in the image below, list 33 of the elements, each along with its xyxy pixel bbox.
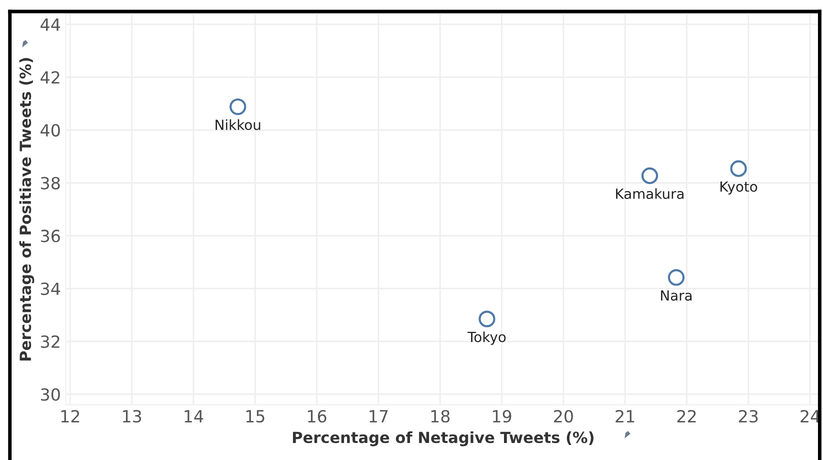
y-tick-label: 40 xyxy=(40,124,60,137)
x-tick-label: 19 xyxy=(492,410,512,423)
y-tick-label: 42 xyxy=(40,71,60,84)
x-tick-label: 14 xyxy=(184,410,204,422)
y-tick-label: 32 xyxy=(41,335,60,348)
x-tick-label: 20 xyxy=(554,410,573,423)
x-tick-label: 13 xyxy=(123,410,142,423)
x-tick-label: 24 xyxy=(800,410,820,422)
annotation: Nara xyxy=(661,290,692,301)
y-tick-label: 44 xyxy=(40,18,60,31)
annotation: Kyoto xyxy=(720,182,758,195)
y-tick-label: 36 xyxy=(41,230,60,242)
x-tick-label: 23 xyxy=(739,410,758,423)
x-tick-label: 15 xyxy=(246,410,264,423)
x-tick-label: 12 xyxy=(61,410,80,422)
point xyxy=(668,269,685,286)
x-axis-title: Percentage of Netagive Tweets (%) xyxy=(292,431,594,446)
point xyxy=(478,310,496,328)
y-tick-label: 30 xyxy=(41,388,60,401)
y-axis-title: Percentage of Positiave Tweets (%) xyxy=(19,58,34,360)
x-tick-label: 17 xyxy=(370,410,388,422)
x-tick-label: 18 xyxy=(431,410,450,423)
annotation: Nikkou xyxy=(216,119,260,130)
y-tick-label: 34 xyxy=(41,282,60,296)
x-tick-label: 16 xyxy=(308,410,326,423)
x-tick-label: 21 xyxy=(616,410,634,422)
annotation: Tokyo xyxy=(467,331,506,345)
point xyxy=(730,160,747,177)
annotation: Kamakura xyxy=(616,188,684,199)
x-tick-label: 22 xyxy=(677,410,696,422)
point xyxy=(230,98,246,116)
y-tick-label: 38 xyxy=(41,176,60,190)
point xyxy=(641,167,658,184)
